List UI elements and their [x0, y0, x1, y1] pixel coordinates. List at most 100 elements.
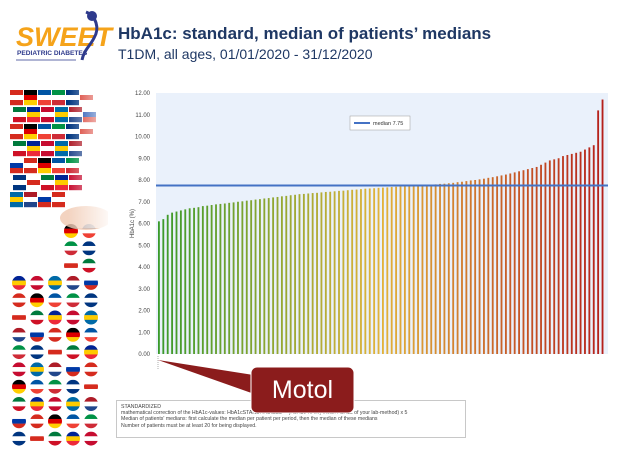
flag-icon	[12, 379, 26, 394]
bar	[355, 189, 358, 354]
callout-label: Motol	[271, 376, 334, 404]
flag-icon	[66, 327, 80, 342]
flag-icon	[48, 379, 62, 394]
y-tick-label: 0.00	[138, 352, 150, 358]
bar	[504, 174, 507, 354]
flag-icon	[30, 327, 44, 342]
bar	[289, 195, 292, 354]
flag-icon	[24, 192, 37, 208]
flag-icon	[84, 379, 98, 394]
flag-icon	[12, 397, 26, 411]
bar	[548, 160, 551, 354]
bar	[382, 187, 384, 354]
flag-icon	[30, 362, 44, 377]
flag-icon	[84, 310, 98, 325]
bar	[351, 189, 354, 354]
bar	[570, 153, 573, 354]
flag-icon	[30, 397, 44, 411]
bar	[439, 183, 441, 354]
bar	[386, 187, 389, 354]
bar	[360, 189, 362, 354]
logo-wordmark: SWEET	[16, 22, 114, 52]
bar	[483, 178, 485, 354]
chart-svg: 0.00 1.00 2.00 3.00 4.00 5.00 6.00 7.00 8.00 9.00…	[130, 91, 608, 370]
bar	[588, 147, 591, 355]
y-tick-label: 12.00	[135, 91, 151, 97]
bar	[584, 149, 586, 354]
flag-icon	[12, 293, 26, 308]
flag-icon	[84, 345, 98, 360]
bar	[298, 194, 301, 354]
bar	[579, 151, 582, 354]
bar	[364, 188, 367, 354]
bar	[219, 203, 222, 354]
bar	[158, 221, 160, 354]
flag-icon	[48, 275, 62, 290]
bar	[215, 204, 217, 354]
bar	[368, 188, 371, 354]
y-axis: 0.00 1.00 2.00 3.00 4.00 5.00 6.00 7.00 8.00 9.00…	[135, 91, 151, 358]
y-axis-label: HbA1c (%)	[130, 209, 136, 238]
flag-icon	[64, 258, 78, 273]
notes-threshold: Number of patients must be at least 20 f…	[121, 422, 257, 429]
bar	[346, 190, 349, 354]
flag-icon	[38, 124, 51, 140]
y-tick-label: 5.00	[138, 243, 150, 249]
flag-icon	[48, 414, 62, 429]
y-tick-label: 2.00	[138, 309, 150, 315]
flag-icon	[55, 141, 68, 157]
bar	[535, 166, 538, 354]
bar	[342, 190, 345, 354]
bar	[430, 184, 433, 354]
y-tick-label: 8.00	[138, 178, 150, 184]
callout-pointer	[150, 352, 360, 422]
bar	[461, 181, 463, 354]
flag-icon	[55, 175, 68, 191]
bar	[425, 184, 428, 354]
bar	[250, 200, 253, 354]
flag-icon	[48, 345, 62, 360]
flag-icon	[84, 362, 98, 377]
flag-icon	[82, 241, 96, 256]
logo-head-icon	[87, 11, 97, 21]
y-tick-label: 11.00	[135, 113, 150, 119]
flag-icon	[55, 107, 68, 123]
bar	[237, 201, 239, 354]
flag-icon	[24, 158, 37, 174]
flag-icon	[48, 362, 62, 377]
page-title: HbA1c: standard, median of patients’ med…	[118, 24, 492, 43]
flag-icon	[84, 275, 98, 290]
bar	[206, 205, 209, 354]
flag-icon	[48, 310, 62, 325]
bar	[294, 194, 296, 354]
flag-icon	[84, 327, 98, 342]
bar	[276, 196, 279, 354]
flag-icon	[41, 175, 54, 191]
bar	[434, 184, 437, 354]
hba1c-chart: 0.00 1.00 2.00 3.00 4.00 5.00 6.00 7.00 8.00 9.00…	[112, 86, 618, 392]
flag-icon	[12, 431, 26, 446]
flag-icon	[27, 175, 40, 191]
flag-icon	[13, 107, 26, 123]
legend: median 7.75	[349, 115, 411, 131]
flag-icon	[66, 362, 80, 377]
bar	[329, 191, 332, 354]
bar	[452, 182, 455, 354]
flag-icon	[52, 158, 65, 174]
flag-icon	[66, 293, 80, 308]
bar	[443, 183, 446, 354]
flag-icon	[30, 310, 44, 325]
bar	[566, 154, 569, 354]
bar	[267, 198, 270, 354]
flag-icon	[10, 124, 23, 140]
flag-icon	[52, 90, 65, 106]
legend-box	[349, 115, 411, 131]
flag-icon	[30, 293, 44, 308]
callout-box	[250, 366, 355, 414]
flag-icon	[24, 90, 37, 106]
bar	[179, 210, 182, 354]
flag-icon	[10, 192, 23, 208]
flag-icon	[41, 107, 54, 123]
bar	[316, 192, 318, 354]
bar	[518, 171, 520, 354]
